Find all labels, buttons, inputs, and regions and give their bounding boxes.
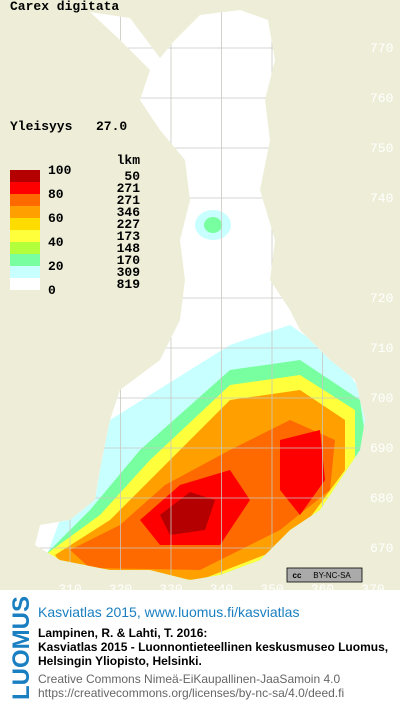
x-axis-label: 320 bbox=[109, 582, 132, 597]
legend-swatch bbox=[10, 170, 40, 182]
badge-text: BY-NC-SA bbox=[313, 571, 351, 580]
license-line: Creative Commons Nimeä-EiKaupallinen-Jaa… bbox=[38, 672, 340, 686]
legend-scale-label: 20 bbox=[48, 259, 64, 274]
legend-swatch bbox=[10, 182, 40, 194]
x-axis-label: 330 bbox=[159, 582, 182, 597]
y-axis-label: 700 bbox=[370, 391, 393, 406]
legend-count: 50 bbox=[124, 169, 140, 184]
legend-swatch bbox=[10, 206, 40, 218]
count-header: lkm bbox=[117, 153, 141, 168]
legend-count: 346 bbox=[117, 205, 141, 220]
y-axis-label: 740 bbox=[370, 191, 393, 206]
legend-count: 170 bbox=[117, 253, 141, 268]
legend-swatch bbox=[10, 230, 40, 242]
distribution-area bbox=[204, 217, 222, 233]
legend-count: 271 bbox=[117, 181, 141, 196]
y-axis-label: 680 bbox=[370, 491, 393, 506]
legend-count: 309 bbox=[117, 265, 141, 280]
x-axis-label: 370 bbox=[361, 582, 384, 597]
license-badge: cc BY-NC-SA bbox=[286, 567, 363, 583]
distribution-area bbox=[280, 430, 325, 515]
y-axis-label: 710 bbox=[370, 341, 393, 356]
license-line: https://creativecommons.org/licenses/by-… bbox=[38, 686, 344, 700]
legend-scale-label: 40 bbox=[48, 235, 64, 250]
legend-count: 227 bbox=[117, 217, 140, 232]
legend-scale-label: 60 bbox=[48, 211, 64, 226]
frequency-value: 27.0 bbox=[96, 119, 127, 134]
legend-swatch bbox=[10, 254, 40, 266]
y-axis-label: 670 bbox=[370, 541, 393, 556]
legend-count: 819 bbox=[117, 277, 141, 292]
x-axis-label: 340 bbox=[210, 582, 233, 597]
legend: 5027127134622717314817030981910080604020… bbox=[10, 163, 140, 298]
legend-swatch bbox=[10, 266, 40, 278]
citation-line: Helsingin Yliopisto, Helsinki. bbox=[38, 654, 202, 668]
y-axis-label: 760 bbox=[370, 91, 393, 106]
x-axis-label: 350 bbox=[260, 582, 283, 597]
badge-icon: cc bbox=[293, 571, 302, 580]
frequency-label: Yleisyys bbox=[10, 119, 73, 134]
footer-headline: Kasviatlas 2015, www.luomus.fi/kasviatla… bbox=[38, 604, 299, 620]
x-axis-label: 310 bbox=[58, 582, 81, 597]
x-axis-label: 360 bbox=[311, 582, 334, 597]
legend-swatch bbox=[10, 194, 40, 206]
luomus-logo: LUOMUS bbox=[8, 596, 35, 700]
citation-line: Kasviatlas 2015 - Luonnontieteellinen ke… bbox=[38, 640, 388, 654]
legend-count: 148 bbox=[117, 241, 141, 256]
y-axis-label: 770 bbox=[370, 41, 393, 56]
distribution-area bbox=[160, 492, 215, 535]
legend-swatch bbox=[10, 218, 40, 230]
axes: 770 760 750 740 720 710 700 690 680 670 310 320 330 3… bbox=[58, 41, 393, 597]
legend-scale-label: 100 bbox=[48, 163, 72, 178]
species-title: Carex digitata bbox=[10, 0, 119, 14]
legend-swatch bbox=[10, 278, 40, 290]
citation-line: Lampinen, R. & Lahti, T. 2016: bbox=[38, 626, 207, 640]
badge-box bbox=[286, 567, 363, 583]
legend-swatch bbox=[10, 242, 40, 254]
legend-scale-label: 0 bbox=[48, 283, 56, 298]
legend-scale-label: 80 bbox=[48, 187, 64, 202]
legend-count: 271 bbox=[117, 193, 141, 208]
legend-count: 173 bbox=[117, 229, 141, 244]
y-axis-label: 750 bbox=[370, 141, 393, 156]
y-axis-label: 720 bbox=[370, 291, 393, 306]
y-axis-label: 690 bbox=[370, 441, 393, 456]
footer: Lampinen, R. & Lahti, T. 2016:Kasviatlas… bbox=[38, 626, 388, 700]
